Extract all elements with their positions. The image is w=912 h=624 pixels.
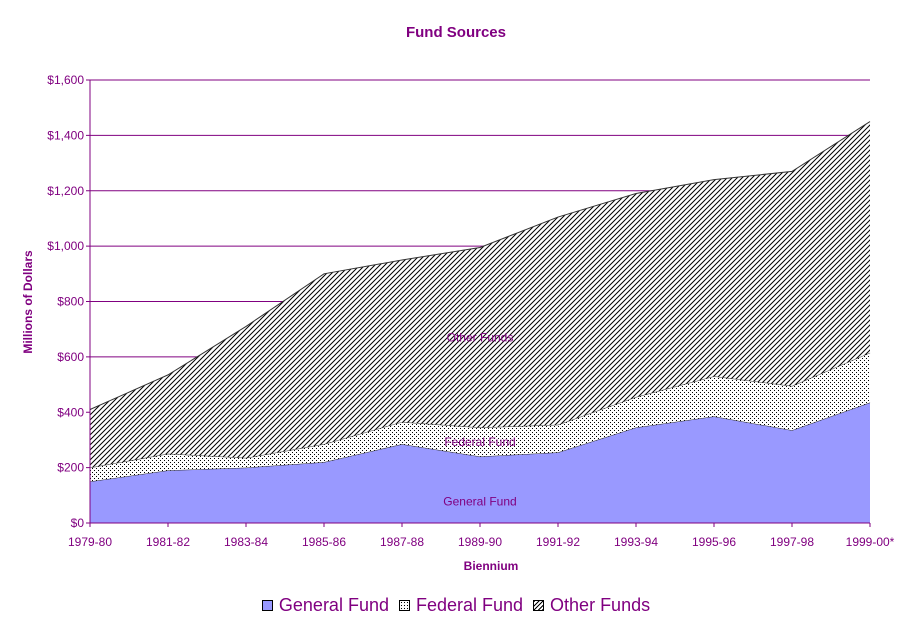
x-tick-label: 1981-82 <box>146 535 190 549</box>
y-tick-label: $1,600 <box>47 73 84 87</box>
x-tick-label: 1983-84 <box>224 535 268 549</box>
x-tick-label: 1979-80 <box>68 535 112 549</box>
area-top-line <box>89 121 871 410</box>
y-tick-label: $1,200 <box>47 184 84 198</box>
y-tick-label: $400 <box>57 405 84 419</box>
x-tick-label: 1987-88 <box>380 535 424 549</box>
legend: General Fund Federal Fund Other Funds <box>0 590 912 620</box>
x-tick-label: 1993-94 <box>614 535 658 549</box>
y-tick-label: $0 <box>71 516 85 530</box>
legend-item-federal-fund: Federal Fund <box>398 594 524 616</box>
x-tick-label: 1985-86 <box>302 535 346 549</box>
legend-swatch-federal-fund <box>398 599 410 611</box>
y-tick-label: $1,000 <box>47 239 84 253</box>
area-label-federal-fund: Federal Fund <box>444 435 515 449</box>
y-tick-label: $1,400 <box>47 128 84 142</box>
x-tick-label: 1999-00* <box>846 535 895 549</box>
legend-label-federal-fund: Federal Fund <box>415 594 524 615</box>
chart-title: Fund Sources <box>406 24 506 41</box>
y-tick-label: $600 <box>57 350 84 364</box>
x-tick-label: 1989-90 <box>458 535 502 549</box>
legend-swatch-general-fund <box>261 599 273 611</box>
x-axis-title: Biennium <box>464 559 519 573</box>
y-tick-label: $800 <box>57 295 84 309</box>
x-tick-label: 1995-96 <box>692 535 736 549</box>
legend-item-other-funds: Other Funds <box>533 595 650 616</box>
area-other-funds <box>90 121 870 468</box>
x-tick-label: 1997-98 <box>770 535 814 549</box>
x-tick-label: 1991-92 <box>536 535 580 549</box>
legend-swatch-other-funds <box>533 599 545 611</box>
legend-label-general-fund: General Fund <box>278 594 389 615</box>
legend-label-other-funds: Other Funds <box>550 594 651 615</box>
area-federal-fund <box>90 352 870 482</box>
chart: Fund Sources Biennium Millions of Dollar… <box>21 24 895 573</box>
area-general-fund <box>90 402 870 523</box>
area-label-general-fund: General Fund <box>443 495 516 509</box>
area-label-other-funds: Other Funds <box>447 330 514 344</box>
y-axis-title: Millions of Dollars <box>21 250 35 354</box>
legend-item-general-fund: General Fund <box>261 594 389 616</box>
y-tick-label: $200 <box>57 461 84 475</box>
